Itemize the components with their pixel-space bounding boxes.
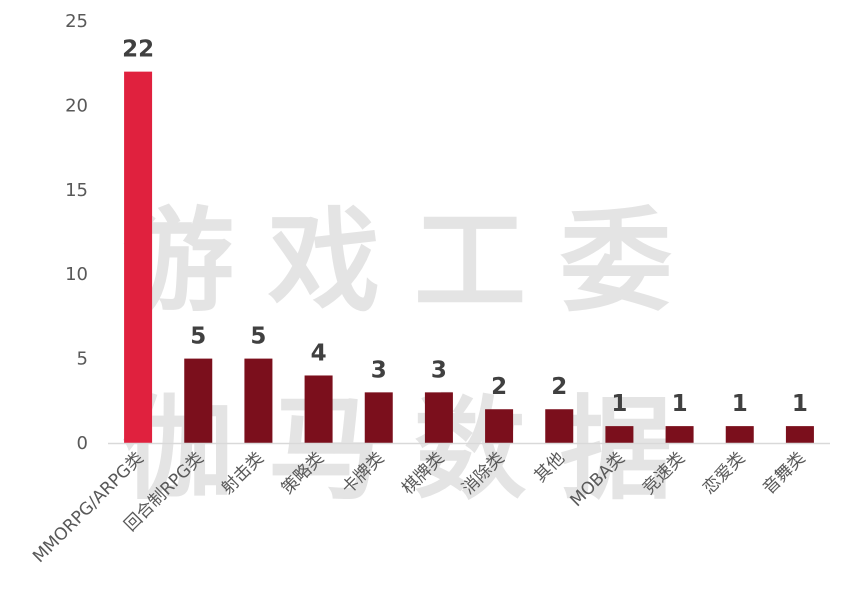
bar	[424, 392, 453, 443]
bar	[364, 392, 393, 443]
data-label: 1	[611, 391, 627, 417]
bar	[545, 409, 574, 443]
bar	[485, 409, 514, 443]
category-label: 恋爱类	[698, 448, 749, 499]
y-axis-ticks: 0 5 10 15 20 25	[65, 11, 88, 454]
data-labels: 225 543 32 21 1 1 1	[122, 37, 808, 417]
bar	[304, 375, 333, 443]
y-tick-label: 15	[65, 180, 88, 201]
data-label: 1	[792, 391, 808, 417]
y-tick-label: 25	[65, 11, 88, 32]
bar	[124, 71, 153, 443]
data-label: 5	[250, 324, 266, 350]
bar	[665, 426, 694, 443]
watermark-line-2: 伽马数据	[122, 385, 706, 515]
watermark: 游戏工委 伽马数据	[122, 197, 706, 515]
bar	[244, 358, 273, 443]
data-label: 1	[732, 391, 748, 417]
y-tick-label: 20	[65, 95, 88, 116]
y-tick-label: 5	[77, 349, 88, 370]
data-label: 1	[672, 391, 688, 417]
data-label: 4	[311, 340, 327, 366]
y-tick-label: 10	[65, 264, 88, 285]
bar	[725, 426, 754, 443]
bar	[785, 426, 814, 443]
data-label: 2	[551, 374, 567, 400]
bar	[184, 358, 213, 443]
bar	[605, 426, 634, 443]
data-label: 5	[190, 324, 206, 350]
data-label: 3	[431, 357, 447, 383]
data-label: 2	[491, 374, 507, 400]
data-label: 3	[371, 357, 387, 383]
data-label: 22	[122, 37, 154, 63]
y-tick-label: 0	[77, 433, 88, 454]
bars	[124, 71, 814, 443]
watermark-line-1: 游戏工委	[122, 197, 706, 327]
category-label: 音舞类	[759, 448, 809, 498]
